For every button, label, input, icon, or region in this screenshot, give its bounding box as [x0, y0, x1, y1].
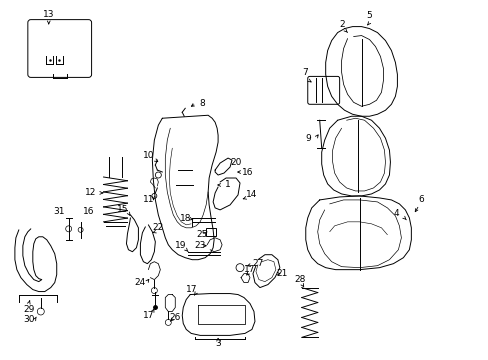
Text: 10: 10 — [142, 150, 154, 159]
Text: 4: 4 — [393, 210, 398, 219]
Text: 29: 29 — [23, 305, 35, 314]
Text: 30: 30 — [23, 315, 35, 324]
Text: 25: 25 — [196, 230, 207, 239]
Text: 16: 16 — [242, 167, 253, 176]
Text: 1: 1 — [225, 180, 230, 189]
Text: 24: 24 — [135, 278, 146, 287]
Text: 7: 7 — [301, 68, 307, 77]
Bar — [206, 228, 216, 236]
Text: 13: 13 — [43, 10, 54, 19]
Text: 22: 22 — [152, 223, 163, 232]
Text: 14: 14 — [246, 190, 257, 199]
Text: 18: 18 — [179, 214, 191, 223]
Text: 12: 12 — [85, 188, 96, 197]
Text: 2: 2 — [339, 20, 345, 29]
Text: 26: 26 — [169, 313, 181, 322]
Text: 5: 5 — [366, 11, 372, 20]
Text: 21: 21 — [276, 269, 287, 278]
Text: 23: 23 — [194, 241, 205, 250]
Text: 27: 27 — [252, 259, 263, 268]
Text: 8: 8 — [199, 99, 204, 108]
Text: 9: 9 — [304, 134, 310, 143]
Text: 16: 16 — [82, 207, 94, 216]
Text: 17: 17 — [244, 265, 255, 274]
Text: 17: 17 — [186, 285, 198, 294]
Text: 20: 20 — [230, 158, 241, 167]
Text: 28: 28 — [293, 275, 305, 284]
Text: 6: 6 — [418, 195, 423, 204]
Text: 17: 17 — [142, 311, 154, 320]
Text: 19: 19 — [174, 241, 185, 250]
Text: 3: 3 — [215, 339, 221, 348]
Text: 31: 31 — [53, 207, 64, 216]
Text: 11: 11 — [142, 195, 154, 204]
Text: 15: 15 — [117, 206, 128, 215]
